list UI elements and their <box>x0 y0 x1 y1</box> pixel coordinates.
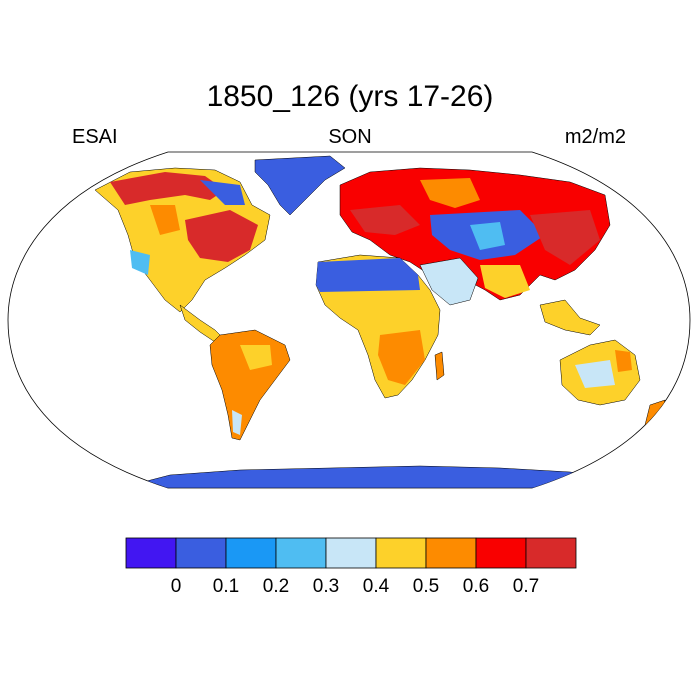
colorbar-tick-label: 0.5 <box>413 576 439 597</box>
colorbar-box <box>325 537 377 569</box>
colorbar-tick-label: 0.1 <box>213 576 239 597</box>
southeast-asia <box>539 299 601 336</box>
colorbar-box <box>425 537 477 569</box>
colorbar-box <box>175 537 227 569</box>
colorbar-box <box>125 537 177 569</box>
season-label: SON <box>328 126 372 148</box>
greenland <box>254 155 346 216</box>
colorbar-box <box>475 537 527 569</box>
colorbar-box <box>225 537 277 569</box>
colorbar-tick-label: 0 <box>171 576 182 597</box>
colorbar-box <box>275 537 327 569</box>
colorbar-tick-label: 0.4 <box>363 576 390 597</box>
colorbar-box <box>525 537 577 569</box>
units-label: m2/m2 <box>564 126 626 148</box>
map-title: 1850_126 (yrs 17-26) <box>206 80 494 113</box>
middle-east <box>419 257 479 306</box>
colorbar-tick-label: 0.7 <box>513 576 539 597</box>
colorbar-tick-label: 0.2 <box>263 576 289 597</box>
variable-label: ESAI <box>72 126 118 148</box>
colorbar-box <box>375 537 427 569</box>
colorbar-tick-label: 0.6 <box>463 576 489 597</box>
madagascar <box>434 351 445 381</box>
colorbar-tick-label: 0.3 <box>313 576 339 597</box>
